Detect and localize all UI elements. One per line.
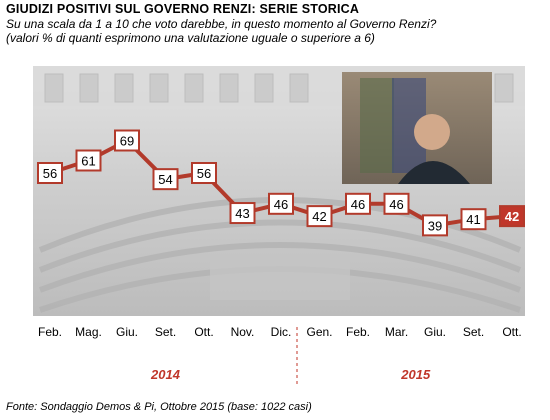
data-point-box <box>383 192 410 215</box>
data-label: 43 <box>235 206 249 221</box>
x-tick-label: Feb. <box>38 325 62 339</box>
series-layer: 56 61 69 54 56 43 46 42 46 46 39 41 42 <box>37 129 525 237</box>
chart-title: GIUDIZI POSITIVI SUL GOVERNO RENZI: SERI… <box>6 2 360 16</box>
data-label: 61 <box>81 154 95 169</box>
data-point-box <box>306 205 333 228</box>
data-label: 42 <box>505 209 519 224</box>
x-tick-label: Dic. <box>271 325 292 339</box>
data-label: 46 <box>351 197 365 212</box>
x-tick-label: Set. <box>463 325 484 339</box>
chart-subtitle: Su una scala da 1 a 10 che voto darebbe,… <box>6 17 436 45</box>
x-tick-label: Mag. <box>75 325 102 339</box>
data-point-box <box>152 168 179 191</box>
data-point-box <box>229 202 256 225</box>
year-labels: 2014 2015 <box>150 367 431 382</box>
data-label: 42 <box>312 209 326 224</box>
x-tick-label: Gen. <box>306 325 332 339</box>
data-point-box <box>422 214 448 237</box>
x-tick-label: Giu. <box>424 325 446 339</box>
data-point-box <box>191 162 217 184</box>
data-label: 56 <box>43 166 57 181</box>
data-label: 46 <box>274 197 288 212</box>
data-label: 69 <box>120 134 134 149</box>
x-tick-label: Ott. <box>502 325 521 339</box>
year-label: 2014 <box>150 367 181 382</box>
x-tick-label: Set. <box>155 325 176 339</box>
x-axis: Feb. Mag. Giu. Set. Ott. Nov. Dic. Gen. Feb. Mar.… <box>38 325 522 339</box>
x-tick-label: Nov. <box>231 325 255 339</box>
data-label: 41 <box>466 212 480 227</box>
year-label: 2015 <box>400 367 431 382</box>
data-point-box <box>114 129 140 152</box>
data-label: 56 <box>197 166 211 181</box>
data-point-box <box>499 205 525 228</box>
x-tick-label: Mar. <box>385 325 408 339</box>
x-tick-label: Ott. <box>194 325 213 339</box>
x-tick-label: Feb. <box>346 325 370 339</box>
data-label: 39 <box>428 218 442 233</box>
data-point-box <box>268 192 294 215</box>
inset-photo <box>342 72 492 184</box>
subtitle-line-2: (valori % di quanti esprimono una valuta… <box>6 31 375 45</box>
data-point-box <box>75 149 102 172</box>
subtitle-line-1: Su una scala da 1 a 10 che voto darebbe,… <box>6 17 437 31</box>
data-point-box <box>345 192 371 215</box>
data-label: 54 <box>158 172 172 187</box>
x-tick-label: Giu. <box>116 325 138 339</box>
data-label: 46 <box>389 197 403 212</box>
data-point-box <box>37 162 63 184</box>
source-note: Fonte: Sondaggio Demos & Pi, Ottobre 201… <box>6 401 312 413</box>
data-point-box <box>460 208 487 231</box>
